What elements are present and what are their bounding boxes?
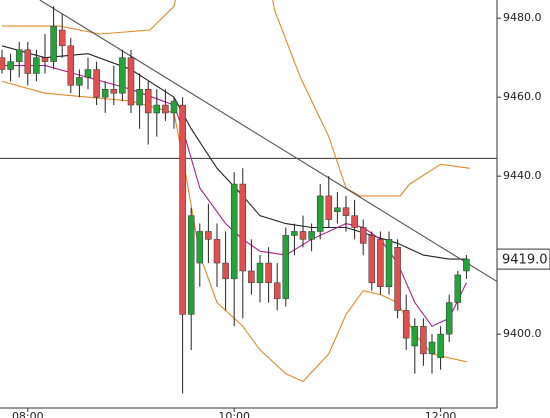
candle-body <box>15 49 23 62</box>
candle-body <box>84 69 92 78</box>
candle-body <box>110 89 118 94</box>
plot-area <box>0 0 497 394</box>
candle-body <box>385 239 393 287</box>
y-tick-label: 9400.0 <box>503 327 542 340</box>
candle-body <box>463 258 470 272</box>
candle-body <box>299 231 307 240</box>
candle-body <box>291 231 298 236</box>
candle-body <box>454 274 462 303</box>
candle-body <box>239 183 247 272</box>
candle-body <box>445 302 453 335</box>
candle-body <box>351 215 358 228</box>
candle-body <box>187 215 195 315</box>
candle-body <box>170 100 178 114</box>
overlay-line <box>1 45 467 260</box>
price-tag <box>496 248 550 270</box>
candle-body <box>248 270 255 284</box>
y-tick-label: 9440.0 <box>503 169 542 182</box>
candle-body <box>308 231 315 240</box>
candle-body <box>437 333 444 359</box>
x-tick-label: 10:00 <box>218 410 250 418</box>
candle-body <box>101 89 109 98</box>
overlay-line <box>39 0 497 282</box>
candle-body <box>282 235 290 299</box>
candle-body <box>265 262 272 284</box>
candle-body <box>256 262 264 284</box>
candle-body <box>119 57 126 94</box>
candle-body <box>196 231 204 264</box>
candle-body <box>127 57 135 106</box>
candle-body <box>0 57 6 70</box>
candle-body <box>93 69 100 98</box>
candle-body <box>58 29 66 47</box>
x-tick-label: 08:00 <box>12 410 44 418</box>
candle-body <box>50 25 57 62</box>
y-tick-label: 9460.0 <box>503 90 542 103</box>
candle-body <box>368 235 376 284</box>
candle-body <box>222 262 229 280</box>
candle-body <box>402 310 410 339</box>
candle-body <box>394 246 401 311</box>
candle-body <box>420 325 427 355</box>
candle-body <box>230 183 238 280</box>
candle-body <box>273 282 281 299</box>
y-tick-label: 9480.0 <box>503 11 542 24</box>
candle-body <box>67 45 75 86</box>
candle-body <box>411 325 419 347</box>
candle-body <box>136 89 143 106</box>
x-tick-label: 12:00 <box>425 410 457 418</box>
candle-body <box>7 61 14 70</box>
candle-body <box>359 227 367 244</box>
candle-body <box>162 104 169 114</box>
candle-body <box>179 104 186 315</box>
candle-body <box>213 239 221 264</box>
candle-body <box>316 195 324 232</box>
candle-body <box>325 195 333 220</box>
candle-body <box>33 57 40 74</box>
candle-body <box>342 207 350 216</box>
candle-body <box>334 207 341 212</box>
candle-body <box>41 57 49 62</box>
candle-body <box>144 89 152 114</box>
candle-body <box>428 341 436 355</box>
candle-body <box>76 77 83 86</box>
candle-body <box>24 49 32 74</box>
candle-body <box>153 104 161 114</box>
price-tag-label: 9419.0 <box>502 253 548 268</box>
candle-body <box>205 231 212 240</box>
candle-body <box>377 239 384 287</box>
overlay-line <box>2 0 470 197</box>
